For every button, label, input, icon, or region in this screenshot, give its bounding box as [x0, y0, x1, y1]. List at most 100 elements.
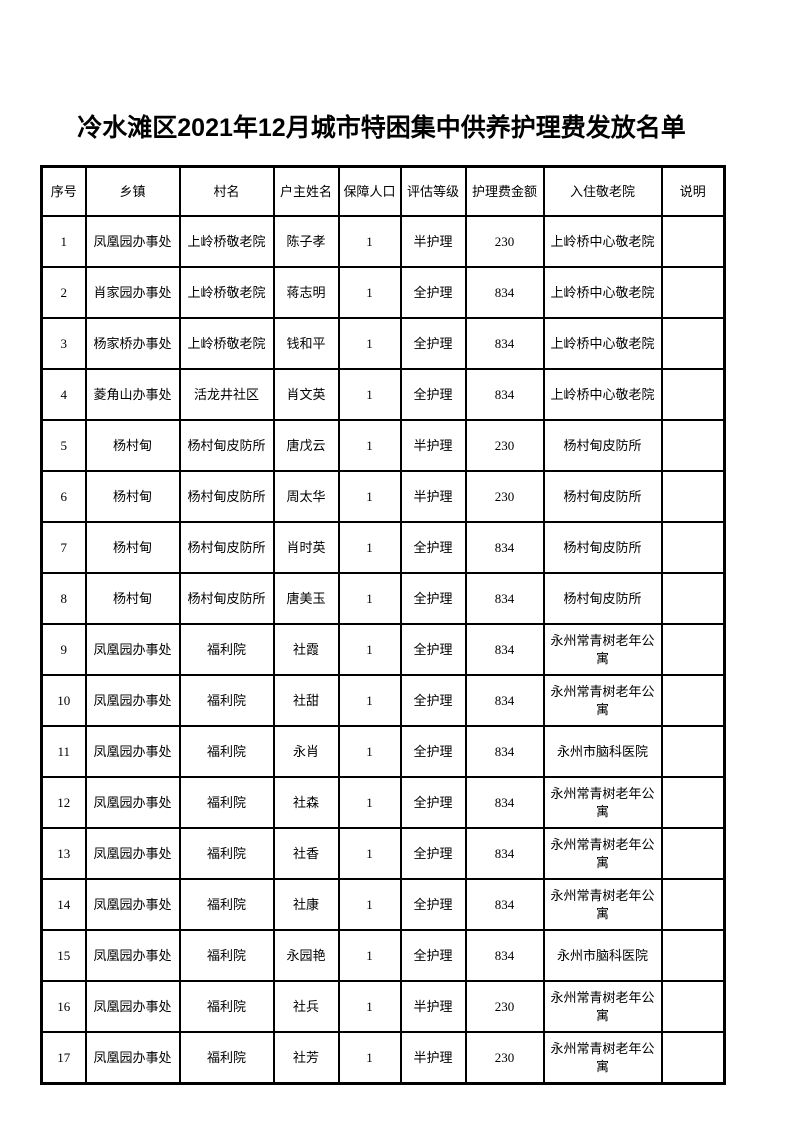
table-cell-head-name: 永肖 [272, 725, 340, 778]
table-cell-township: 杨村甸 [84, 572, 181, 625]
table-cell-head-name: 唐戊云 [272, 419, 340, 472]
table-row: 9 凤凰园办事处 福利院 社霞 1 全护理 834 永州常青树老年公寓 [40, 623, 726, 676]
table-cell-head-name: 蒋志明 [272, 266, 340, 319]
table-cell-township: 凤凰园办事处 [84, 929, 181, 982]
table-cell-village: 福利院 [178, 827, 275, 880]
table-cell-index: 4 [40, 368, 87, 421]
table-cell-nursing-home: 永州常青树老年公寓 [542, 878, 663, 931]
table-cell-population: 1 [337, 1031, 402, 1085]
table-cell-nursing-home: 杨村甸皮防所 [542, 521, 663, 574]
table-cell-village: 杨村甸皮防所 [178, 521, 275, 574]
table-row: 6 杨村甸 杨村甸皮防所 周太华 1 半护理 230 杨村甸皮防所 [40, 470, 726, 523]
table-cell-amount: 834 [464, 725, 545, 778]
table-cell-township: 杨村甸 [84, 419, 181, 472]
table-row: 11 凤凰园办事处 福利院 永肖 1 全护理 834 永州市脑科医院 [40, 725, 726, 778]
table-row: 1 凤凰园办事处 上岭桥敬老院 陈子孝 1 半护理 230 上岭桥中心敬老院 [40, 215, 726, 268]
table-cell-amount: 834 [464, 674, 545, 727]
table-cell-note [660, 827, 726, 880]
table-cell-note [660, 470, 726, 523]
table-cell-nursing-home: 上岭桥中心敬老院 [542, 266, 663, 319]
table-cell-population: 1 [337, 368, 402, 421]
table-cell-nursing-home: 永州常青树老年公寓 [542, 623, 663, 676]
table-cell-note [660, 215, 726, 268]
table-cell-grade: 全护理 [399, 776, 467, 829]
table-cell-head-name: 社甜 [272, 674, 340, 727]
table-cell-head-name: 肖文英 [272, 368, 340, 421]
table-row: 10 凤凰园办事处 福利院 社甜 1 全护理 834 永州常青树老年公寓 [40, 674, 726, 727]
table-cell-head-name: 社芳 [272, 1031, 340, 1085]
table-cell-population: 1 [337, 776, 402, 829]
table-cell-nursing-home: 永州市脑科医院 [542, 725, 663, 778]
table-cell-grade: 全护理 [399, 929, 467, 982]
table-cell-index: 15 [40, 929, 87, 982]
table-cell-township: 凤凰园办事处 [84, 725, 181, 778]
table-cell-index: 17 [40, 1031, 87, 1085]
table-cell-township: 凤凰园办事处 [84, 980, 181, 1033]
table-cell-head-name: 周太华 [272, 470, 340, 523]
table-row: 7 杨村甸 杨村甸皮防所 肖时英 1 全护理 834 杨村甸皮防所 [40, 521, 726, 574]
table-row: 15 凤凰园办事处 福利院 永园艳 1 全护理 834 永州市脑科医院 [40, 929, 726, 982]
table-cell-index: 9 [40, 623, 87, 676]
column-header-grade: 评估等级 [399, 165, 467, 217]
table-cell-township: 凤凰园办事处 [84, 776, 181, 829]
table-cell-grade: 全护理 [399, 725, 467, 778]
table-cell-grade: 半护理 [399, 980, 467, 1033]
table-row: 2 肖家园办事处 上岭桥敬老院 蒋志明 1 全护理 834 上岭桥中心敬老院 [40, 266, 726, 319]
table-cell-village: 杨村甸皮防所 [178, 572, 275, 625]
table-cell-grade: 全护理 [399, 317, 467, 370]
table-cell-note [660, 317, 726, 370]
column-header-head-name: 户主姓名 [272, 165, 340, 217]
table-cell-note [660, 980, 726, 1033]
column-header-note: 说明 [660, 165, 726, 217]
table-cell-population: 1 [337, 317, 402, 370]
table-cell-amount: 834 [464, 266, 545, 319]
table-row: 14 凤凰园办事处 福利院 社康 1 全护理 834 永州常青树老年公寓 [40, 878, 726, 931]
column-header-amount: 护理费金额 [464, 165, 545, 217]
table-cell-note [660, 878, 726, 931]
table-row: 3 杨家桥办事处 上岭桥敬老院 钱和平 1 全护理 834 上岭桥中心敬老院 [40, 317, 726, 370]
table-cell-grade: 半护理 [399, 1031, 467, 1085]
table-cell-nursing-home: 杨村甸皮防所 [542, 419, 663, 472]
table-cell-head-name: 肖时英 [272, 521, 340, 574]
table-cell-grade: 半护理 [399, 470, 467, 523]
table-cell-township: 凤凰园办事处 [84, 623, 181, 676]
table-cell-village: 福利院 [178, 674, 275, 727]
table-cell-amount: 230 [464, 215, 545, 268]
table-cell-population: 1 [337, 725, 402, 778]
table-cell-note [660, 521, 726, 574]
table-cell-index: 13 [40, 827, 87, 880]
table-cell-population: 1 [337, 215, 402, 268]
table-cell-village: 上岭桥敬老院 [178, 215, 275, 268]
table-cell-village: 福利院 [178, 980, 275, 1033]
table-cell-note [660, 623, 726, 676]
table-row: 13 凤凰园办事处 福利院 社香 1 全护理 834 永州常青树老年公寓 [40, 827, 726, 880]
table-cell-index: 5 [40, 419, 87, 472]
table-cell-amount: 230 [464, 419, 545, 472]
table-cell-index: 11 [40, 725, 87, 778]
table-cell-township: 凤凰园办事处 [84, 1031, 181, 1085]
table-cell-amount: 230 [464, 470, 545, 523]
table-cell-population: 1 [337, 674, 402, 727]
table-cell-head-name: 唐美玉 [272, 572, 340, 625]
table-cell-village: 福利院 [178, 929, 275, 982]
table-cell-index: 2 [40, 266, 87, 319]
table-cell-amount: 834 [464, 878, 545, 931]
table-cell-head-name: 社霞 [272, 623, 340, 676]
table-cell-grade: 全护理 [399, 368, 467, 421]
table-cell-index: 6 [40, 470, 87, 523]
table-cell-village: 福利院 [178, 623, 275, 676]
table-cell-nursing-home: 永州常青树老年公寓 [542, 674, 663, 727]
column-header-population: 保障人口 [337, 165, 402, 217]
table-cell-village: 活龙井社区 [178, 368, 275, 421]
table-cell-population: 1 [337, 827, 402, 880]
table-cell-village: 福利院 [178, 878, 275, 931]
table-cell-note [660, 776, 726, 829]
table-cell-amount: 834 [464, 776, 545, 829]
table-cell-note [660, 368, 726, 421]
table-cell-population: 1 [337, 266, 402, 319]
table-cell-head-name: 社森 [272, 776, 340, 829]
table-cell-township: 杨家桥办事处 [84, 317, 181, 370]
table-row: 12 凤凰园办事处 福利院 社森 1 全护理 834 永州常青树老年公寓 [40, 776, 726, 829]
table-row: 5 杨村甸 杨村甸皮防所 唐戊云 1 半护理 230 杨村甸皮防所 [40, 419, 726, 472]
table-cell-amount: 230 [464, 1031, 545, 1085]
